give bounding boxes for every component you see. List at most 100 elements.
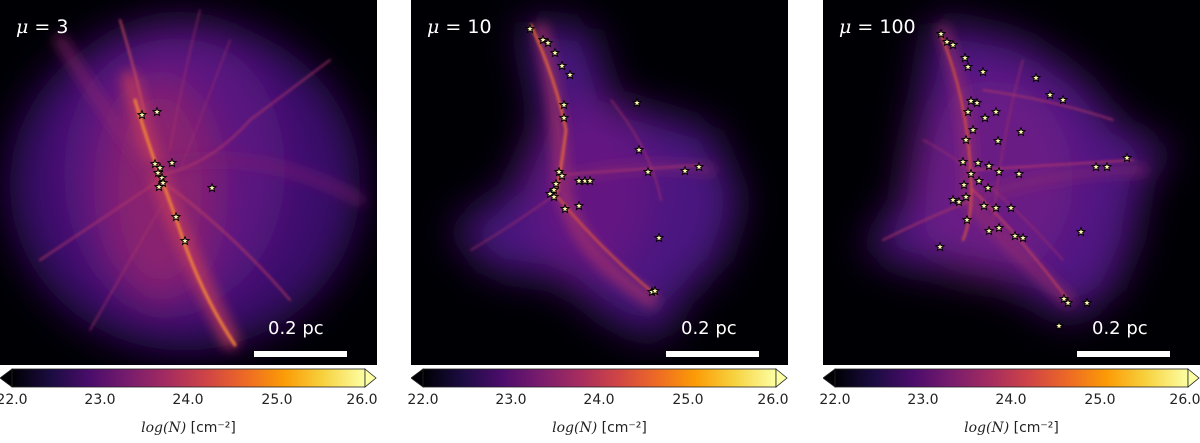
star-marker: [993, 222, 1005, 233]
star-marker: [642, 166, 654, 177]
star-marker: [935, 28, 947, 39]
star-marker: [941, 36, 953, 47]
star-marker: [152, 167, 164, 178]
colorbar-tick: 22.0: [407, 392, 439, 408]
star-marker: [960, 191, 972, 202]
star-marker: [1062, 297, 1074, 308]
star-marker: [573, 200, 585, 211]
star-marker: [973, 175, 985, 186]
panel-mu-3: μ = 3 0.2 pc 22.0 23.0 24.0 25.0 26.0 lo…: [0, 0, 378, 443]
star-marker: [556, 60, 568, 71]
star-marker: [549, 47, 561, 58]
scale-bar: [1077, 351, 1170, 357]
star-marker: [524, 23, 536, 34]
scale-bar-label: 0.2 pc: [268, 318, 324, 339]
star-marker: [971, 97, 983, 108]
star-marker: [1081, 297, 1093, 308]
colorbar-tick: 26.0: [1169, 392, 1200, 408]
colorbar-tick: 24.0: [995, 392, 1027, 408]
star-marker: [631, 97, 643, 108]
colorbar-tick: 23.0: [495, 392, 527, 408]
colorbar-tick: 22.0: [0, 392, 28, 408]
star-marker: [962, 61, 974, 72]
star-marker: [136, 109, 148, 120]
colorbar: [823, 368, 1200, 388]
scale-bar: [666, 351, 759, 357]
scale-bar-label: 0.2 pc: [681, 318, 737, 339]
density-image: [411, 0, 788, 365]
star-marker: [1017, 232, 1029, 243]
star-marker: [1053, 320, 1065, 331]
colorbar-tick: 26.0: [346, 392, 378, 408]
star-marker: [972, 157, 984, 168]
star-marker: [990, 106, 1002, 117]
star-marker: [953, 196, 965, 207]
colorbar-ticks: 22.0 23.0 24.0 25.0 26.0: [407, 392, 789, 412]
star-marker: [1057, 94, 1069, 105]
star-marker: [206, 182, 218, 193]
star-marker: [961, 214, 973, 225]
column-density-map: μ = 3 0.2 pc: [0, 0, 377, 365]
star-marker: [537, 34, 549, 45]
colorbar-tick: 24.0: [172, 392, 204, 408]
star-marker: [959, 52, 971, 63]
star-marker: [542, 37, 554, 48]
star-marker: [983, 160, 995, 171]
colorbar-label: log(N) [cm⁻²]: [964, 420, 1059, 436]
density-image: [823, 0, 1200, 365]
colorbar-tick: 23.0: [907, 392, 939, 408]
colorbar-label: log(N) [cm⁻²]: [552, 420, 647, 436]
density-image: [0, 0, 377, 365]
star-marker: [166, 157, 178, 168]
colorbar-tick: 25.0: [672, 392, 704, 408]
mu-label: μ = 3: [16, 16, 69, 38]
star-marker: [990, 202, 1002, 213]
star-marker: [157, 177, 169, 188]
star-marker: [1005, 202, 1017, 213]
star-marker: [558, 112, 570, 123]
star-marker: [584, 175, 596, 186]
star-marker: [960, 134, 972, 145]
star-marker: [153, 181, 165, 192]
colorbar-label: log(N) [cm⁻²]: [141, 420, 236, 436]
star-marker: [564, 69, 576, 80]
colorbar: [0, 368, 377, 388]
star-marker: [1090, 161, 1102, 172]
star-marker: [1030, 72, 1042, 83]
star-marker: [154, 162, 166, 173]
scale-bar-label: 0.2 pc: [1092, 318, 1148, 339]
colorbar-tick: 25.0: [261, 392, 293, 408]
colorbar-tick: 22.0: [819, 392, 851, 408]
star-marker: [958, 179, 970, 190]
star-marker: [1121, 152, 1133, 163]
scale-bar: [254, 351, 347, 357]
star-marker: [947, 39, 959, 50]
star-marker: [653, 232, 665, 243]
mu-label: μ = 10: [427, 16, 492, 38]
colorbar-ticks: 22.0 23.0 24.0 25.0 26.0: [819, 392, 1200, 412]
star-marker: [151, 106, 163, 117]
colorbar-tick: 23.0: [84, 392, 116, 408]
star-marker: [550, 178, 562, 189]
column-density-map: μ = 10 0.2 pc: [411, 0, 788, 365]
star-marker: [983, 225, 995, 236]
star-marker: [649, 285, 661, 296]
star-marker: [992, 135, 1004, 146]
panel-mu-10: μ = 10 0.2 pc 22.0 23.0 24.0 25.0 26.0 l…: [407, 0, 789, 443]
star-marker: [693, 161, 705, 172]
star-marker: [1013, 168, 1025, 179]
star-marker: [962, 106, 974, 117]
star-marker: [1044, 89, 1056, 100]
star-marker: [633, 144, 645, 155]
star-marker: [934, 241, 946, 252]
star-marker: [947, 194, 959, 205]
star-marker: [1075, 226, 1087, 237]
star-marker: [179, 235, 191, 246]
star-marker: [957, 156, 969, 167]
colorbar-tick: 26.0: [757, 392, 789, 408]
star-marker: [1009, 230, 1021, 241]
star-marker: [965, 95, 977, 106]
star-marker: [993, 166, 1005, 177]
colorbar: [411, 368, 788, 388]
star-marker: [1015, 126, 1027, 137]
